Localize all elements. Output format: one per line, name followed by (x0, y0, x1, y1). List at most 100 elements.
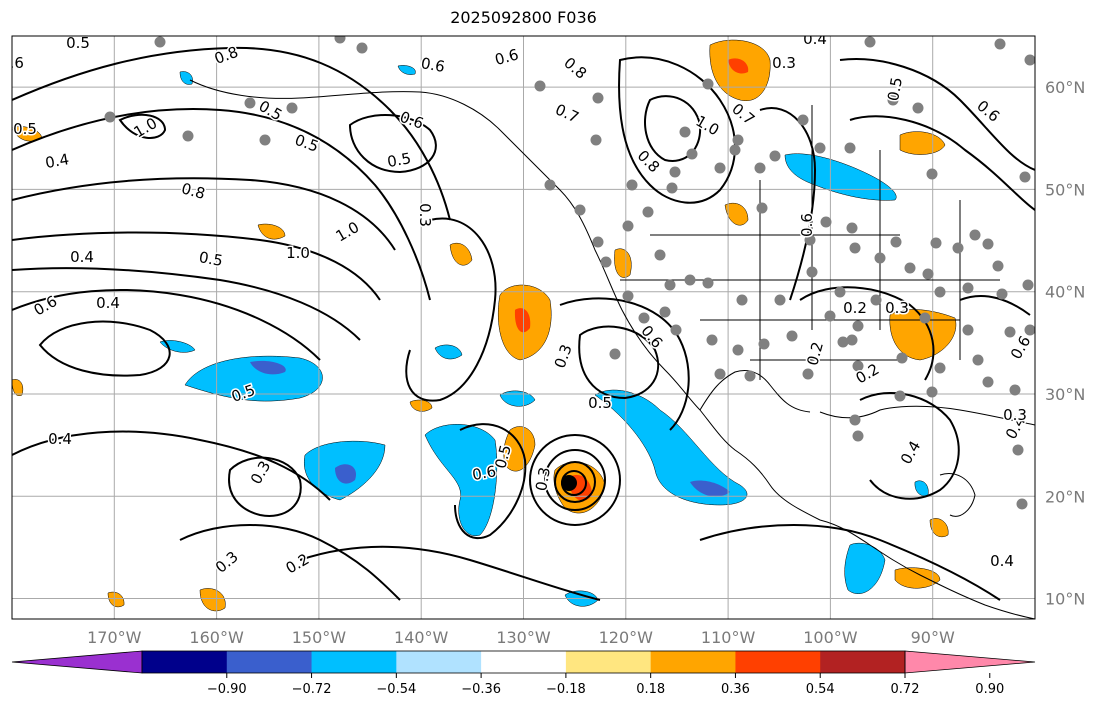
contour-label: 0.4 (48, 430, 72, 448)
station-dot (890, 236, 902, 248)
colorbar-box (311, 651, 397, 673)
station-dot (334, 36, 346, 44)
station-dot (849, 242, 861, 254)
station-dot (600, 256, 612, 268)
station-dot (870, 294, 882, 306)
station-dot (1022, 279, 1034, 291)
lon-tick-label: 110°W (701, 628, 756, 647)
contour-label: 0.3 (772, 54, 796, 72)
station-dot (846, 222, 858, 234)
station-dot (844, 142, 856, 154)
station-dot (852, 430, 864, 442)
lon-tick-label: 160°W (189, 628, 244, 647)
colorbar-tick-label: 0.54 (806, 682, 835, 697)
contour-label: 0.5 (13, 120, 37, 138)
station-dot (244, 97, 256, 109)
station-dot (952, 242, 964, 254)
positive-shading (503, 426, 536, 472)
lon-tick-label: 130°W (496, 628, 551, 647)
positive-shading-strong (728, 58, 749, 74)
station-dot (802, 368, 814, 380)
station-dot (356, 42, 368, 54)
colorbar-tick-label: 0.72 (891, 682, 920, 697)
latitude-labels: 60°N 50°N 40°N 30°N 20°N 10°N (1045, 78, 1085, 608)
station-dot (874, 252, 886, 264)
station-dot (574, 204, 586, 216)
station-dot (864, 36, 876, 48)
station-dot (1009, 384, 1021, 396)
contour-label: 0.5 (66, 34, 90, 52)
negative-shading-strong (250, 360, 286, 375)
station-dot (849, 414, 861, 426)
colorbar-under-triangle (11, 650, 143, 674)
station-dot (732, 344, 744, 356)
station-dot (846, 334, 858, 346)
colorbar-over-triangle (904, 650, 1036, 674)
station-dot (609, 348, 621, 360)
station-dot (729, 144, 741, 156)
colorbar-box (396, 651, 482, 673)
longitude-labels: 170°W 160°W 150°W 140°W 130°W 120°W 110°W 100°W… (87, 628, 955, 647)
station-dot (852, 320, 864, 332)
lat-tick-label: 20°N (1045, 487, 1085, 506)
contour-label: 0.2 (843, 299, 867, 317)
lon-tick-label: 120°W (599, 628, 654, 647)
lon-tick-label: 170°W (87, 628, 142, 647)
station-dot (852, 360, 864, 372)
station-dot (104, 111, 116, 123)
contour-label: 0.3 (1003, 406, 1027, 424)
station-dot (982, 376, 994, 388)
positive-shading (614, 248, 632, 278)
station-dot (934, 286, 946, 298)
coastlines (189, 79, 1035, 619)
map-title: 2025092800 F036 (450, 8, 597, 27)
contour-label: 0.6 (0, 54, 24, 72)
station-dot (824, 310, 836, 322)
lat-tick-label: 60°N (1045, 78, 1085, 97)
contour-label: 0.5 (198, 248, 225, 270)
negative-shading (434, 344, 463, 360)
station-dot (592, 236, 604, 248)
positive-shading (899, 131, 946, 155)
station-dot (754, 162, 766, 174)
station-dot (638, 312, 650, 324)
station-dot (992, 260, 1004, 272)
colorbar-box (565, 651, 652, 673)
positive-shading (449, 242, 473, 266)
station-dot (714, 162, 726, 174)
contour-label: 0.6 (420, 54, 447, 76)
station-dot (679, 126, 691, 138)
station-dot (1012, 444, 1024, 456)
station-dot (786, 330, 798, 342)
station-dot (659, 306, 671, 318)
lat-tick-label: 40°N (1045, 283, 1085, 302)
contour-label: 0.4 (70, 248, 94, 266)
colorbar-tick-label: −0.18 (546, 682, 586, 697)
colorbar-box (142, 651, 228, 673)
station-dot (962, 282, 974, 294)
station-dot (758, 338, 770, 350)
colorbar: −0.90 −0.72 −0.54 −0.36 −0.18 0.18 0.36 0.54 0.7… (11, 650, 1036, 697)
station-dot (259, 134, 271, 146)
station-dot (982, 238, 994, 250)
colorbar-tick-label: 0.90 (975, 682, 1004, 697)
station-dot (934, 362, 946, 374)
station-dot (664, 279, 676, 291)
negative-shading (184, 355, 323, 402)
positive-shading (724, 202, 749, 226)
station-dot (684, 274, 696, 286)
station-dot (834, 286, 846, 298)
station-dot (744, 370, 756, 382)
station-dot (797, 114, 809, 126)
station-dot (534, 80, 546, 92)
positive-shading (199, 588, 226, 612)
station-dot (182, 130, 194, 142)
lat-tick-label: 30°N (1045, 385, 1085, 404)
station-dot (702, 78, 714, 90)
station-dot (926, 168, 938, 180)
colorbar-box (226, 651, 313, 673)
station-dot (732, 134, 744, 146)
contour-label: 1.0 (286, 244, 310, 262)
colorbar-box (481, 651, 567, 673)
station-dot (837, 336, 849, 348)
